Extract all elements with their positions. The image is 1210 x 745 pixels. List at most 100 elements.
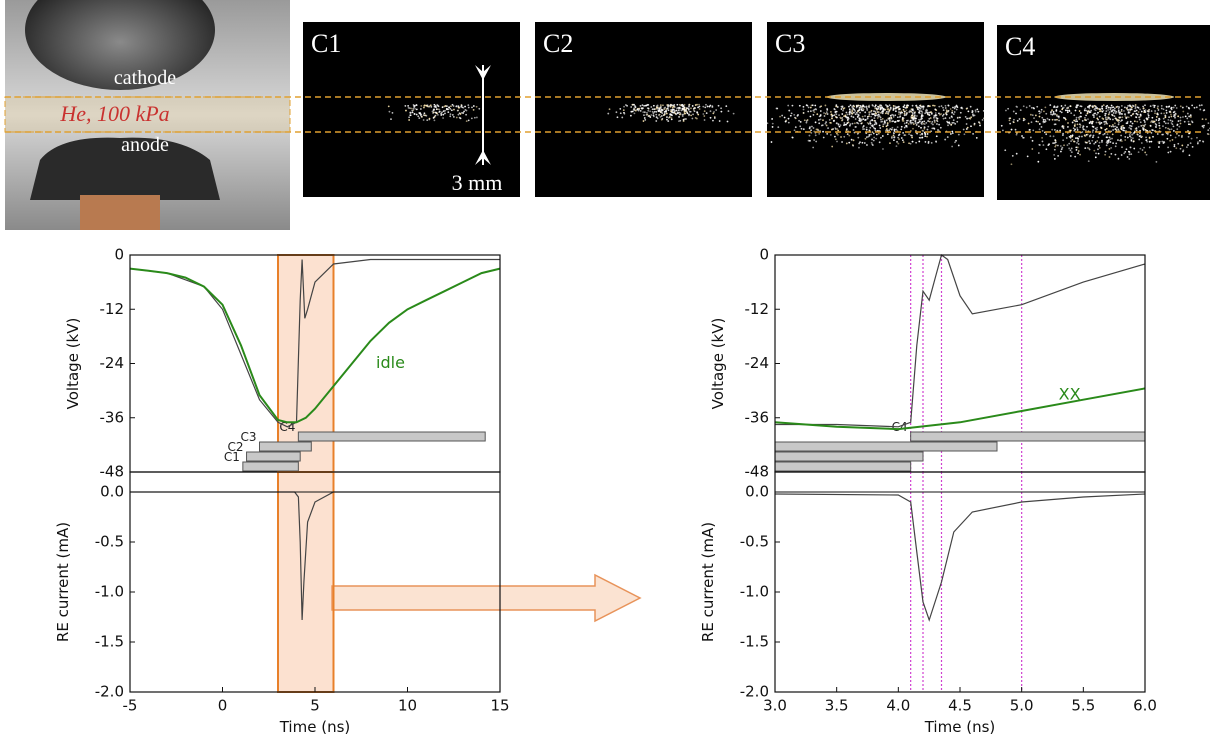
- speck: [1055, 110, 1058, 112]
- speck: [1062, 132, 1064, 135]
- speck: [1128, 158, 1131, 160]
- speck: [1117, 107, 1120, 110]
- speck: [1176, 123, 1179, 126]
- speck: [814, 104, 817, 107]
- speck: [1186, 112, 1189, 115]
- speck: [951, 145, 954, 148]
- speck: [956, 120, 959, 123]
- speck: [848, 105, 850, 108]
- speck: [983, 117, 986, 120]
- speck: [1139, 121, 1142, 124]
- speck: [1148, 140, 1151, 143]
- speck: [802, 108, 805, 111]
- speck: [1165, 109, 1168, 112]
- speck: [1094, 109, 1097, 112]
- speck: [696, 111, 699, 114]
- speck: [1042, 118, 1045, 121]
- speck: [923, 126, 926, 129]
- speck: [703, 119, 706, 121]
- speck: [1035, 120, 1038, 123]
- speck: [909, 121, 911, 123]
- speck: [1038, 144, 1041, 146]
- speck: [1087, 118, 1089, 121]
- speck: [955, 139, 957, 142]
- speck: [835, 132, 838, 135]
- speck: [896, 116, 899, 119]
- speck: [1134, 107, 1137, 110]
- speck: [940, 105, 943, 107]
- speck: [685, 118, 687, 120]
- speck: [954, 122, 957, 125]
- speck: [1098, 108, 1101, 110]
- speck: [430, 105, 433, 108]
- speck: [684, 109, 686, 112]
- speck: [623, 105, 625, 108]
- speck: [877, 113, 880, 116]
- speck: [1109, 106, 1112, 109]
- speck: [813, 130, 816, 133]
- speck: [662, 104, 664, 107]
- speck: [715, 109, 718, 111]
- speck: [1112, 129, 1115, 131]
- speck: [1174, 104, 1177, 107]
- y-tick-label: -1.5: [95, 633, 124, 651]
- speck: [909, 134, 912, 137]
- speck: [1147, 109, 1150, 112]
- speck: [1073, 119, 1076, 122]
- speck: [1108, 116, 1110, 119]
- speck: [669, 113, 672, 116]
- speck: [1143, 111, 1146, 114]
- speck: [881, 135, 884, 137]
- speck: [432, 116, 435, 119]
- speck: [880, 118, 882, 121]
- speck: [1077, 116, 1080, 119]
- speck: [449, 115, 452, 118]
- speck: [909, 109, 911, 112]
- speck: [407, 107, 410, 109]
- speck: [802, 105, 805, 108]
- speck: [951, 132, 954, 135]
- speck: [970, 125, 972, 128]
- speck: [837, 133, 839, 136]
- speck: [893, 130, 896, 132]
- speck: [874, 105, 876, 108]
- speck: [1095, 113, 1098, 116]
- speck: [1089, 104, 1091, 107]
- speck: [864, 118, 867, 121]
- speck: [445, 105, 448, 108]
- speck: [1075, 118, 1078, 121]
- speck: [923, 123, 926, 126]
- speck: [687, 107, 690, 110]
- speck: [475, 116, 478, 119]
- speck: [1108, 147, 1111, 150]
- speck: [1010, 128, 1013, 131]
- speck: [1136, 106, 1139, 109]
- speck: [892, 134, 895, 137]
- speck: [685, 108, 688, 110]
- speck: [1167, 146, 1169, 149]
- speck: [455, 116, 458, 119]
- speck: [989, 139, 991, 141]
- speck: [1156, 107, 1159, 110]
- speck: [1096, 140, 1099, 142]
- speck: [1074, 155, 1077, 158]
- speck: [1053, 153, 1056, 156]
- speck: [655, 120, 658, 122]
- speck: [1167, 127, 1169, 130]
- speck: [1173, 113, 1176, 116]
- speck: [932, 123, 934, 126]
- speck: [1100, 126, 1102, 129]
- y-tick-label: -0.5: [95, 533, 124, 551]
- speck: [1130, 140, 1133, 142]
- speck: [936, 117, 939, 120]
- gate-bar: [259, 441, 312, 452]
- speck: [888, 104, 891, 107]
- speck: [656, 117, 659, 120]
- speck: [1168, 128, 1171, 131]
- speck: [1191, 104, 1194, 107]
- speck: [1106, 133, 1109, 136]
- speck: [1028, 105, 1031, 107]
- speck: [1120, 140, 1123, 143]
- speck: [698, 103, 700, 106]
- speck: [939, 126, 942, 129]
